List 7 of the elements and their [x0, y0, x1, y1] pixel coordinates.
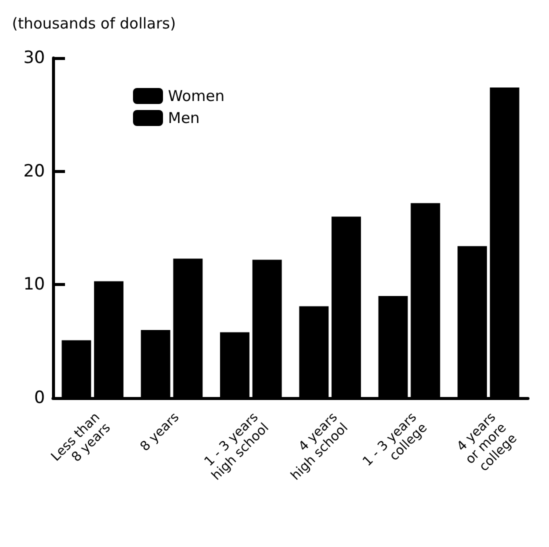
- legend-label: Women: [168, 87, 224, 105]
- y-tick-label: 0: [34, 388, 45, 408]
- y-tick-label: 30: [23, 48, 45, 68]
- legend-label: Men: [168, 109, 200, 127]
- y-tick-label: 20: [23, 161, 45, 182]
- y-tick-label: 10: [23, 274, 45, 295]
- y-axis-title: (thousands of dollars): [12, 14, 176, 32]
